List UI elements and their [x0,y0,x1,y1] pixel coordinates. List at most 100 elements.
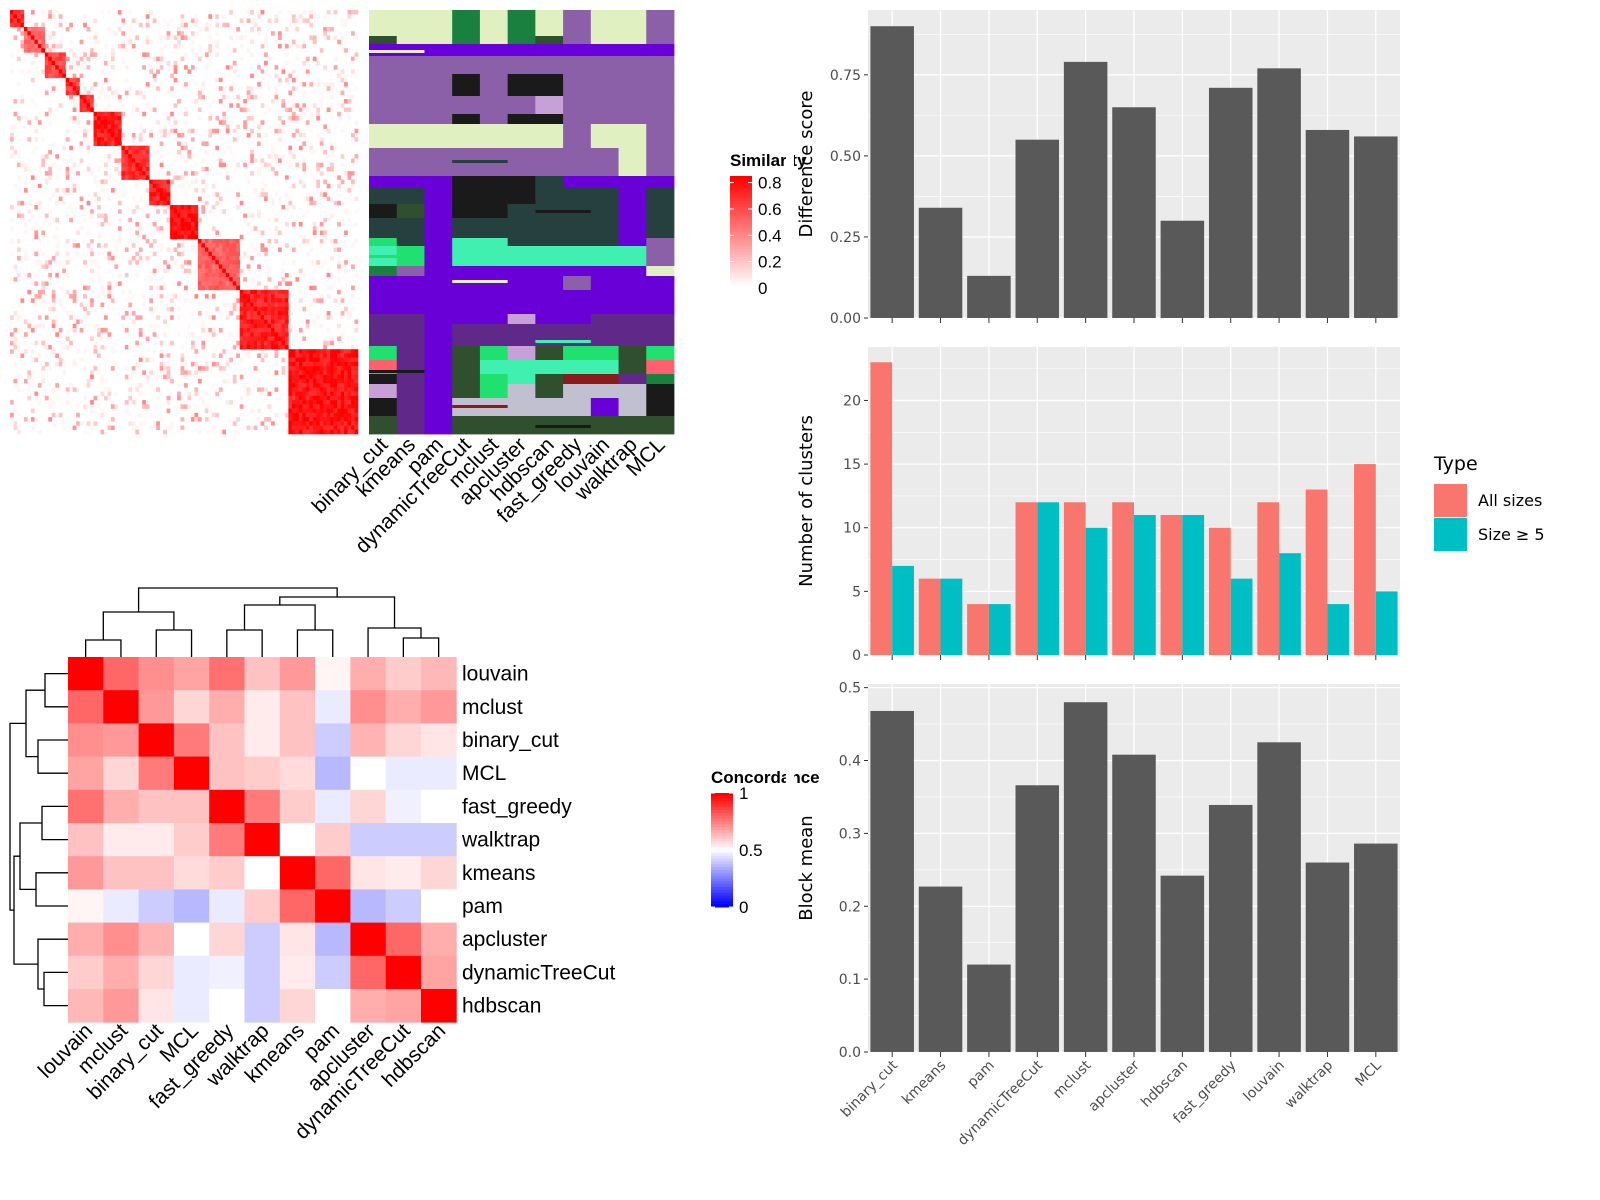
similarity-cell [288,421,293,426]
similarity-cell [41,340,46,346]
similarity-cell [51,52,56,57]
similarity-cell [117,272,122,278]
similarity-cell [41,323,46,329]
similarity-cell [197,264,202,269]
similarity-cell [10,226,14,231]
similarity-cell [312,361,317,367]
similarity-cell [187,217,192,223]
similarity-cell [159,200,164,206]
similarity-cell [114,137,119,142]
similarity-cell [253,425,258,431]
similarity-cell [107,255,112,261]
similarity-cell [159,247,164,252]
similarity-cell [260,294,265,299]
similarity-cell [312,35,317,40]
similarity-cell [197,90,202,96]
similarity-cell [201,285,206,291]
similarity-cell [351,417,355,422]
similarity-cell [69,145,73,151]
similarity-cell [152,200,157,206]
similarity-cell [354,391,359,397]
similarity-cell [309,412,314,418]
similarity-cell [138,154,143,159]
similarity-cell [145,188,150,193]
similarity-cell [90,251,94,257]
similarity-cell [316,395,321,401]
similarity-cell [351,158,355,163]
membership-cell [452,10,481,25]
similarity-cell [145,145,150,151]
similarity-cell [347,217,352,223]
similarity-cell [166,323,171,329]
similarity-cell [312,349,317,354]
similarity-cell [170,73,174,79]
similarity-cell [37,332,42,337]
similarity-cell [44,213,49,219]
similarity-cell [277,302,282,308]
similarity-cell [298,366,303,371]
concordance-cell [68,789,104,824]
similarity-cell [319,145,324,151]
similarity-cell [288,374,293,380]
similarity-cell [55,175,60,180]
similarity-cell [305,361,310,367]
concordance-cell [173,889,210,923]
similarity-cell [163,366,167,371]
similarity-cell [277,31,282,36]
similarity-cell [65,77,70,83]
similarity-cell [312,268,317,274]
similarity-cell [354,196,359,202]
similarity-cell [323,378,327,384]
similarity-cell [326,82,331,87]
similarity-cell [260,311,265,316]
similarity-cell [309,366,314,371]
similarity-cell [48,60,53,66]
membership-cell [646,56,675,75]
bar [1354,843,1398,1052]
similarity-cell [274,315,279,320]
similarity-cell [37,247,42,252]
membership-cell [646,218,675,239]
similarity-cell [229,302,234,308]
similarity-cell [93,323,98,329]
similarity-cell [277,294,282,299]
similarity-cell [65,251,70,257]
similarity-cell [201,205,206,210]
bar [918,886,963,1052]
similarity-cell [90,260,94,265]
similarity-cell [110,116,115,121]
similarity-cell [274,306,279,312]
membership-cell [563,148,592,177]
similarity-cell [309,302,314,308]
similarity-legend-gradient [730,276,752,281]
similarity-cell [271,289,275,295]
similarity-cell [291,374,296,380]
similarity-cell [316,412,321,418]
similarity-cell [41,48,46,53]
similarity-cell [194,349,199,354]
similarity-cell [62,188,66,193]
similarity-cell [260,349,265,354]
similarity-cell [211,260,216,265]
similarity-cell [316,116,321,121]
similarity-cell [354,128,359,134]
similarity-cell [93,18,98,24]
similarity-cell [135,251,140,257]
membership-cell [452,290,481,315]
concordance-legend-clip [786,760,794,790]
similarity-cell [257,213,261,219]
similarity-cell [37,260,42,265]
similarity-cell [274,336,279,342]
similarity-cell [295,412,300,418]
membership-cell [479,266,509,277]
similarity-cell [124,374,129,380]
similarity-cell [135,222,140,227]
similarity-cell [152,196,157,202]
similarity-cell [302,417,307,422]
similarity-cell [312,383,317,388]
concordance-cell [103,823,139,857]
similarity-cell [114,361,119,367]
similarity-cell [344,82,348,87]
similarity-cell [337,247,341,252]
similarity-cell [333,361,338,367]
